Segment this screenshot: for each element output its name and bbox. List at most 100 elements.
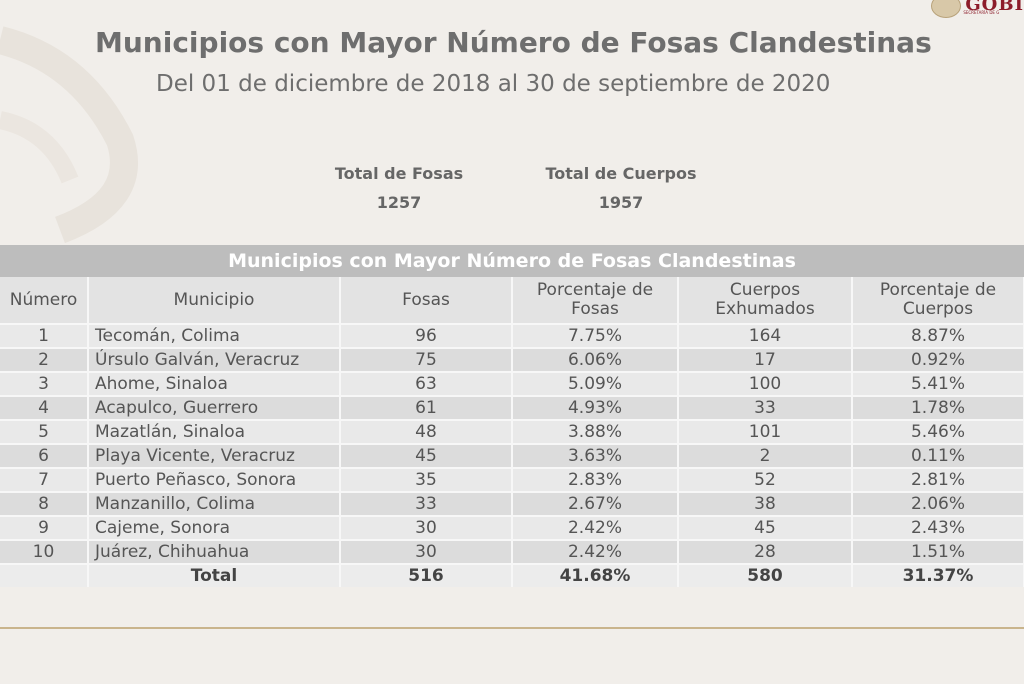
cell-pct-fosas: 2.67% [512,491,679,516]
cell-pct-cuerpos: 2.81% [852,467,1024,492]
seal-icon [931,0,962,18]
col-pct-fosas-line2: Fosas [571,299,619,319]
cell-pct-fosas: 4.93% [512,395,679,420]
cell-num: 2 [0,347,89,372]
cell-num: 5 [0,419,89,444]
cell-fosas: 35 [340,467,513,492]
table-row: 6 Playa Vicente, Veracruz 45 3.63% 2 0.1… [0,443,1024,468]
cell-fosas: 48 [340,419,513,444]
cell-pct-cuerpos: 2.43% [852,515,1024,540]
cell-municipio: Manzanillo, Colima [88,491,341,516]
table-row: 4 Acapulco, Guerrero 61 4.93% 33 1.78% [0,395,1024,420]
cell-pct-cuerpos: 0.92% [852,347,1024,372]
page-subtitle: Del 01 de diciembre de 2018 al 30 de sep… [156,71,831,97]
government-logo: GOBI SECRETARÍA DE G [931,0,1024,18]
logo-text: GOBI [965,0,1024,15]
col-pct-fosas-line1: Porcentaje de [536,280,654,300]
footer-divider [0,627,1024,629]
table-row: 5 Mazatlán, Sinaloa 48 3.88% 101 5.46% [0,419,1024,444]
cell-pct-fosas: 3.88% [512,419,679,444]
cell-pct-fosas: 5.09% [512,371,679,396]
cell-pct-cuerpos: 2.06% [852,491,1024,516]
col-fosas: Fosas [340,277,513,324]
cell-municipio: Mazatlán, Sinaloa [88,419,341,444]
table-row: 10 Juárez, Chihuahua 30 2.42% 28 1.51% [0,539,1024,564]
cell-municipio: Úrsulo Galván, Veracruz [88,347,341,372]
cell-pct-fosas: 2.42% [512,539,679,564]
col-municipio: Municipio [88,277,341,324]
total-row: Total 516 41.68% 580 31.37% [0,563,1024,587]
cell-municipio: Juárez, Chihuahua [88,539,341,564]
total-cuerpos: Total de Cuerpos 1957 [534,164,708,212]
data-table: Número Municipio Fosas Porcentaje de Fosa… [0,277,1024,587]
cell-num: 1 [0,323,89,348]
col-cuerpos-line1: Cuerpos [729,280,801,300]
table-row: 9 Cajeme, Sonora 30 2.42% 45 2.43% [0,515,1024,540]
cell-municipio: Cajeme, Sonora [88,515,341,540]
cell-pct-cuerpos: 1.51% [852,539,1024,564]
cell-municipio: Ahome, Sinaloa [88,371,341,396]
cell-fosas: 75 [340,347,513,372]
cell-pct-cuerpos: 8.87% [852,323,1024,348]
cell-municipio: Acapulco, Guerrero [88,395,341,420]
col-pct-cuerpos-line2: Cuerpos [902,299,974,319]
cell-cuerpos: 52 [678,467,853,492]
cell-municipio: Playa Vicente, Veracruz [88,443,341,468]
cell-fosas: 30 [340,515,513,540]
cell-pct-cuerpos: 0.11% [852,443,1024,468]
total-fosas-value: 1257 [376,193,422,212]
total-pct-fosas-cell: 41.68% [512,563,679,587]
cell-num: 6 [0,443,89,468]
cell-num: 7 [0,467,89,492]
cell-num: 4 [0,395,89,420]
page-title: Municipios con Mayor Número de Fosas Cla… [95,26,932,59]
cell-municipio: Tecomán, Colima [88,323,341,348]
col-cuerpos: Cuerpos Exhumados [678,277,853,324]
total-fosas-cell: 516 [340,563,513,587]
table-row: 2 Úrsulo Galván, Veracruz 75 6.06% 17 0.… [0,347,1024,372]
cell-pct-fosas: 2.83% [512,467,679,492]
cell-pct-cuerpos: 1.78% [852,395,1024,420]
fosas-table: Municipios con Mayor Número de Fosas Cla… [0,245,1024,587]
cell-pct-cuerpos: 5.41% [852,371,1024,396]
total-cuerpos-value: 1957 [598,193,644,212]
cell-cuerpos: 100 [678,371,853,396]
table-row: 7 Puerto Peñasco, Sonora 35 2.83% 52 2.8… [0,467,1024,492]
cell-cuerpos: 33 [678,395,853,420]
total-pct-cuerpos-cell: 31.37% [852,563,1024,587]
cell-fosas: 61 [340,395,513,420]
cell-cuerpos: 17 [678,347,853,372]
cell-fosas: 33 [340,491,513,516]
logo-subtext: SECRETARÍA DE G [963,10,1000,15]
col-pct-fosas: Porcentaje de Fosas [512,277,679,324]
total-cuerpos-label: Total de Cuerpos [545,164,697,183]
total-label: Total [88,563,341,587]
cell-cuerpos: 28 [678,539,853,564]
cell-cuerpos: 45 [678,515,853,540]
cell-num: 9 [0,515,89,540]
cell-num: 3 [0,371,89,396]
cell-fosas: 96 [340,323,513,348]
cell-cuerpos: 38 [678,491,853,516]
cell-pct-fosas: 2.42% [512,515,679,540]
cell-pct-fosas: 6.06% [512,347,679,372]
cell-pct-fosas: 3.63% [512,443,679,468]
table-row: 8 Manzanillo, Colima 33 2.67% 38 2.06% [0,491,1024,516]
col-cuerpos-line2: Exhumados [715,299,815,319]
header-row: Número Municipio Fosas Porcentaje de Fosa… [0,277,1024,324]
table-row: 3 Ahome, Sinaloa 63 5.09% 100 5.41% [0,371,1024,396]
col-numero: Número [0,277,89,324]
cell-cuerpos: 2 [678,443,853,468]
cell-pct-fosas: 7.75% [512,323,679,348]
cell-pct-cuerpos: 5.46% [852,419,1024,444]
cell-fosas: 45 [340,443,513,468]
table-row: 1 Tecomán, Colima 96 7.75% 164 8.87% [0,323,1024,348]
total-spacer [0,563,89,587]
col-pct-cuerpos-line1: Porcentaje de [879,280,997,300]
col-pct-cuerpos: Porcentaje de Cuerpos [852,277,1024,324]
total-cuerpos-cell: 580 [678,563,853,587]
cell-fosas: 30 [340,539,513,564]
total-fosas: Total de Fosas 1257 [326,164,472,212]
background-pattern [0,26,138,244]
cell-cuerpos: 164 [678,323,853,348]
